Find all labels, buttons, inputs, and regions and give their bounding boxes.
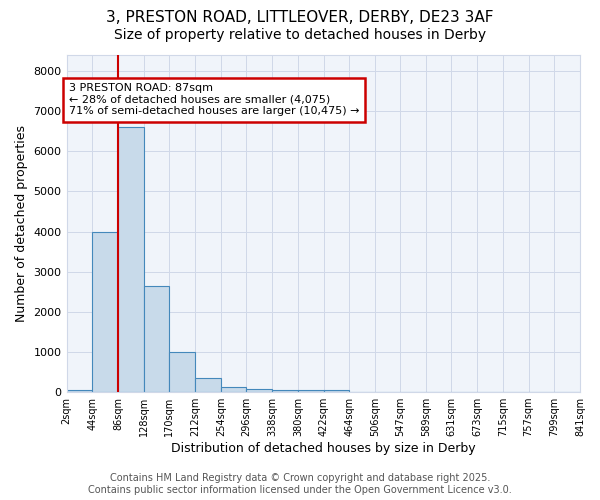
Bar [323, 390, 349, 392]
Bar [195, 378, 221, 392]
Bar [169, 352, 195, 392]
Bar [298, 390, 323, 392]
Text: Size of property relative to detached houses in Derby: Size of property relative to detached ho… [114, 28, 486, 42]
Bar [67, 390, 92, 392]
Bar [118, 127, 143, 392]
Bar [221, 387, 247, 392]
Bar [247, 390, 272, 392]
Bar [92, 232, 118, 392]
Bar [143, 286, 169, 392]
Y-axis label: Number of detached properties: Number of detached properties [15, 125, 28, 322]
Text: 3, PRESTON ROAD, LITTLEOVER, DERBY, DE23 3AF: 3, PRESTON ROAD, LITTLEOVER, DERBY, DE23… [106, 10, 494, 25]
Text: Contains HM Land Registry data © Crown copyright and database right 2025.
Contai: Contains HM Land Registry data © Crown c… [88, 474, 512, 495]
Bar [272, 390, 298, 392]
Text: 3 PRESTON ROAD: 87sqm
← 28% of detached houses are smaller (4,075)
71% of semi-d: 3 PRESTON ROAD: 87sqm ← 28% of detached … [69, 83, 359, 116]
X-axis label: Distribution of detached houses by size in Derby: Distribution of detached houses by size … [171, 442, 476, 455]
